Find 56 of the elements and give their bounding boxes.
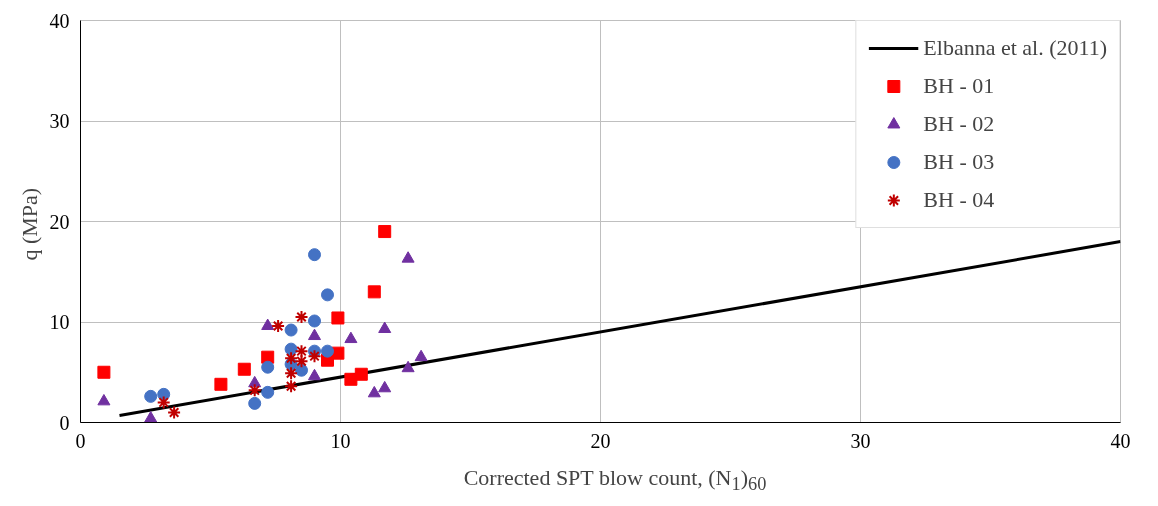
point <box>237 362 251 376</box>
point <box>97 393 111 406</box>
point <box>331 311 345 325</box>
legend-label: BH - 02 <box>923 110 995 138</box>
point <box>284 379 299 394</box>
point <box>308 314 321 328</box>
point <box>247 383 262 398</box>
x-tick-label: 10 <box>330 429 351 452</box>
x-tick-label: 30 <box>850 429 871 452</box>
y-axis-title: q (MPa) <box>16 187 42 261</box>
point <box>344 331 358 344</box>
legend-label: BH - 03 <box>923 148 995 176</box>
point <box>414 349 428 362</box>
y-tick-label: 10 <box>49 311 70 333</box>
x-tick-label: 40 <box>1110 429 1131 452</box>
x-tick-label: 0 <box>75 429 86 452</box>
point <box>294 309 309 324</box>
y-tick-label: 20 <box>49 210 70 233</box>
legend-label: BH - 04 <box>923 186 995 214</box>
point <box>144 411 158 423</box>
point <box>308 328 321 341</box>
point <box>284 323 298 337</box>
point <box>214 377 228 391</box>
legend-label: Elbanna et al. (2011) <box>923 34 1107 62</box>
point <box>261 385 275 399</box>
point <box>378 321 392 333</box>
point <box>308 248 321 262</box>
point <box>367 285 381 299</box>
point <box>321 288 334 302</box>
x-tick-label: 20 <box>590 429 611 452</box>
point <box>284 351 299 366</box>
point <box>167 405 182 420</box>
point <box>271 319 286 334</box>
point <box>144 389 158 403</box>
point <box>367 385 381 398</box>
point <box>248 396 262 410</box>
point <box>156 395 171 410</box>
point <box>261 360 275 374</box>
point <box>294 344 309 359</box>
point <box>284 366 299 381</box>
point <box>378 225 392 239</box>
point <box>401 360 415 373</box>
y-tick-label: 0 <box>59 411 70 434</box>
point <box>321 344 334 358</box>
point <box>97 365 111 379</box>
y-tick-label: 30 <box>49 110 70 132</box>
point <box>307 349 322 364</box>
point <box>261 318 275 330</box>
point <box>378 380 392 393</box>
point <box>308 368 321 381</box>
point <box>294 354 309 369</box>
x-axis-title: Corrected SPT blow count, (N$_{1}$)$_{60}$ <box>462 464 768 497</box>
legend-label: BH - 01 <box>923 72 995 100</box>
point <box>401 251 415 263</box>
point <box>354 367 368 381</box>
y-tick-label: 40 <box>49 9 70 32</box>
